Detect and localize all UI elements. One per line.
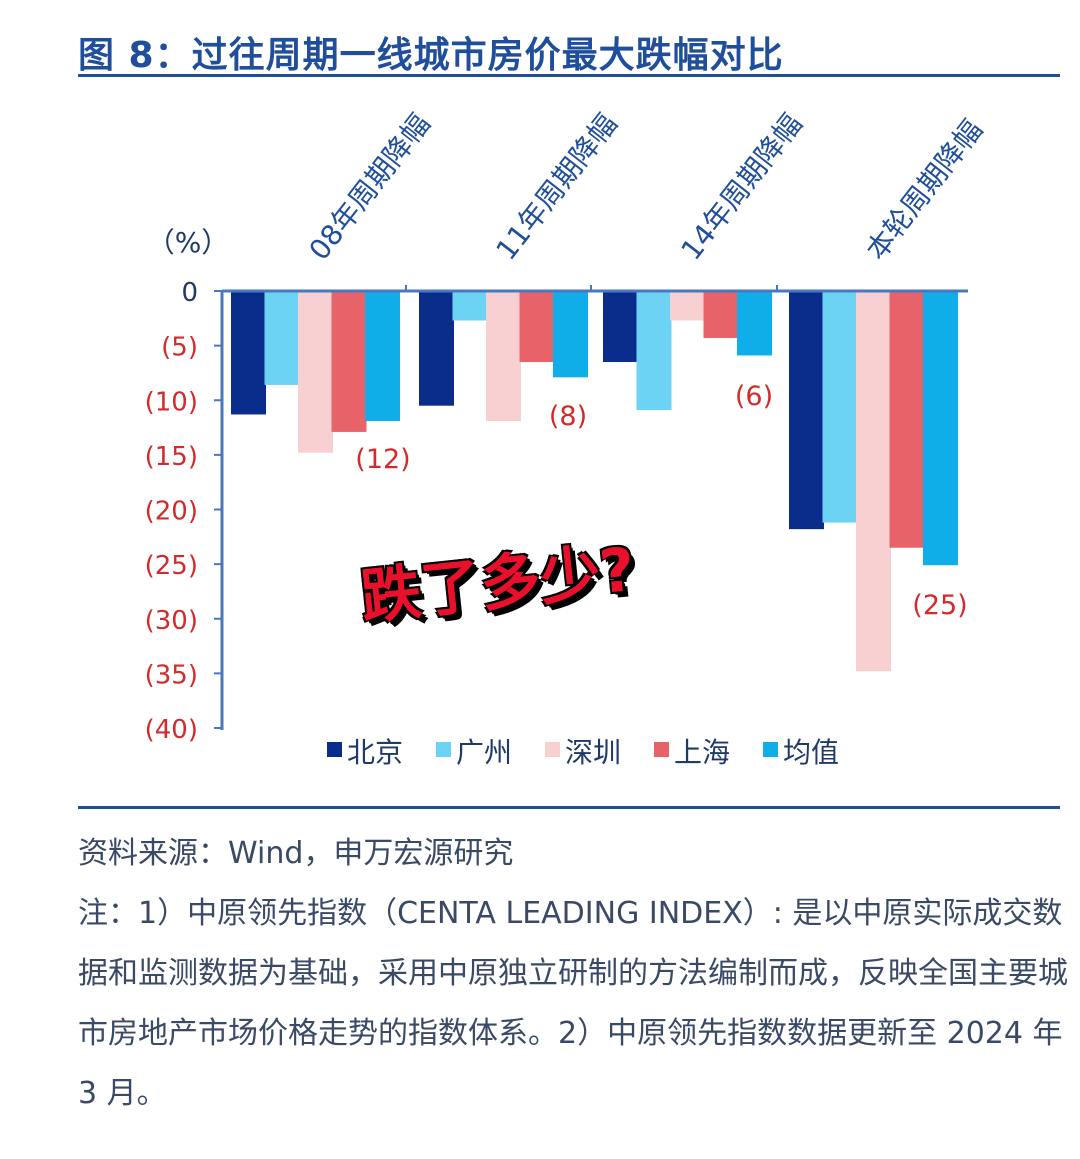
bar bbox=[331, 291, 367, 432]
data-annotation: (12) bbox=[355, 444, 410, 475]
legend-label: 均值 bbox=[783, 736, 839, 769]
legend-swatch bbox=[654, 742, 669, 757]
bar bbox=[923, 291, 958, 566]
annotations: (12) (8) (6) (25) bbox=[355, 381, 967, 621]
bar bbox=[636, 291, 672, 411]
bar-chart: 08年周期降幅 11年周期降幅 14年周期降幅 本轮周期降幅 0 (5) (10) (15)… bbox=[145, 108, 989, 769]
bars bbox=[231, 291, 958, 672]
y-tick-label: (10) bbox=[145, 387, 198, 417]
note-text: 注：1）中原领先指数（CENTA LEADING INDEX）: 是以中原实际成… bbox=[78, 896, 1068, 1111]
y-tick-label: (5) bbox=[161, 333, 198, 363]
data-annotation: (8) bbox=[549, 401, 587, 432]
bar bbox=[553, 291, 588, 378]
bar bbox=[452, 291, 488, 321]
y-tick-label: (40) bbox=[145, 715, 198, 745]
bar bbox=[703, 291, 739, 338]
legend-swatch bbox=[545, 742, 560, 757]
category-labels: 08年周期降幅 11年周期降幅 14年周期降幅 本轮周期降幅 bbox=[303, 108, 989, 267]
y-axis-label: （%） bbox=[147, 226, 230, 259]
bar bbox=[486, 291, 521, 422]
legend-swatch bbox=[436, 742, 451, 757]
bar bbox=[365, 291, 400, 422]
y-axis: 0 (5) (10) (15) (20) (25) (30) (35) (40) （%） bbox=[145, 226, 968, 745]
bar bbox=[822, 291, 858, 523]
legend-label: 北京 bbox=[347, 736, 403, 769]
page-title: 图 8：过往周期一线城市房价最大跌幅对比 bbox=[78, 35, 784, 76]
legend-swatch bbox=[763, 742, 778, 757]
bar bbox=[603, 291, 638, 363]
bar bbox=[670, 291, 705, 321]
bar bbox=[264, 291, 300, 385]
y-tick-label: (30) bbox=[145, 606, 198, 636]
legend-label: 上海 bbox=[674, 736, 730, 769]
legend-swatch bbox=[327, 742, 342, 757]
legend: 北京 广州 深圳 上海 均值 bbox=[327, 736, 839, 769]
y-tick-label: (15) bbox=[145, 442, 198, 472]
category-label: 本轮周期降幅 bbox=[860, 114, 989, 267]
source-text: 资料来源：Wind，申万宏源研究 bbox=[78, 836, 514, 871]
legend-label: 深圳 bbox=[565, 736, 621, 769]
category-label: 14年周期降幅 bbox=[675, 108, 809, 267]
bar bbox=[737, 291, 772, 356]
bar bbox=[519, 291, 555, 363]
y-tick-label: 0 bbox=[181, 278, 198, 308]
bar bbox=[419, 291, 454, 406]
bar bbox=[889, 291, 925, 548]
bar bbox=[298, 291, 333, 453]
bar bbox=[789, 291, 824, 530]
category-label: 08年周期降幅 bbox=[303, 108, 437, 267]
legend-label: 广州 bbox=[456, 736, 512, 769]
footer-rule bbox=[78, 806, 1060, 809]
bar bbox=[231, 291, 266, 415]
y-tick-label: (25) bbox=[145, 551, 198, 581]
title-rule bbox=[78, 74, 1060, 77]
data-annotation: (6) bbox=[735, 381, 773, 412]
bar bbox=[856, 291, 891, 672]
y-tick-label: (20) bbox=[145, 497, 198, 527]
data-annotation: (25) bbox=[912, 590, 967, 621]
category-label: 11年周期降幅 bbox=[490, 108, 624, 267]
y-tick-label: (35) bbox=[145, 660, 198, 690]
